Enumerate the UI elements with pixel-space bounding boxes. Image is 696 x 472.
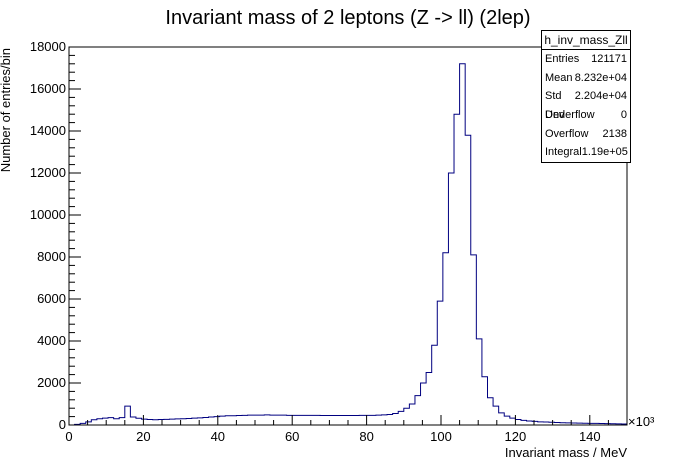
stats-value: 0 bbox=[620, 109, 627, 122]
histogram-line bbox=[69, 63, 628, 426]
y-tick-label: 14000 bbox=[30, 123, 66, 138]
stats-label: Integral bbox=[545, 146, 582, 159]
stats-label: Overflow bbox=[545, 127, 589, 140]
x-tick-label: 40 bbox=[211, 429, 225, 444]
stats-label: Underflow bbox=[545, 109, 595, 122]
y-tick-label: 16000 bbox=[30, 81, 66, 96]
stats-row-mean: Mean 8.232e+04 bbox=[542, 69, 630, 88]
plot-area: 0 20 40 60 80 100 120 140 0 2000 4000 6000 8000 10000… bbox=[30, 39, 628, 444]
x-tick-label: 80 bbox=[359, 429, 373, 444]
y-tick-label: 4000 bbox=[37, 333, 66, 348]
y-tick-label: 12000 bbox=[30, 165, 66, 180]
x-axis-multiplier: ×10³ bbox=[628, 414, 655, 429]
x-tick-label: 20 bbox=[136, 429, 150, 444]
x-tick-label: 0 bbox=[65, 429, 72, 444]
stats-row-integral: Integral 1.19e+05 bbox=[542, 143, 630, 162]
x-tick-label: 100 bbox=[430, 429, 452, 444]
x-tick-label: 120 bbox=[505, 429, 527, 444]
stats-row-std-dev: Std Dev 2.204e+04 bbox=[542, 87, 630, 122]
y-tick-label: 2000 bbox=[37, 375, 66, 390]
stats-label: Mean bbox=[545, 71, 573, 84]
chart-title: Invariant mass of 2 leptons (Z -> ll) (2… bbox=[165, 7, 530, 29]
stats-value: 2138 bbox=[602, 127, 627, 140]
stats-row-underflow: Underflow 0 bbox=[542, 106, 630, 125]
x-tick-label: 140 bbox=[579, 429, 601, 444]
x-tick-label: 60 bbox=[285, 429, 299, 444]
y-tick-label: 0 bbox=[59, 417, 66, 432]
y-axis-title: Number of entries/bin bbox=[0, 48, 13, 172]
stats-value: 1.19e+05 bbox=[581, 146, 628, 159]
stats-row-entries: Entries 121171 bbox=[542, 50, 630, 69]
x-axis-title: Invariant mass / MeV bbox=[505, 445, 627, 460]
y-tick-label: 8000 bbox=[37, 249, 66, 264]
stats-value: 2.204e+04 bbox=[574, 90, 627, 103]
stats-row-overflow: Overflow 2138 bbox=[542, 125, 630, 144]
stats-value: 121171 bbox=[591, 53, 627, 65]
y-tick-label: 18000 bbox=[30, 39, 66, 54]
y-tick-label: 10000 bbox=[30, 207, 66, 222]
y-tick-label: 6000 bbox=[37, 291, 66, 306]
stats-box: h_inv_mass_Zll Entries 121171 Mean 8.232… bbox=[541, 30, 631, 164]
stats-label: Entries bbox=[545, 53, 580, 65]
stats-label: Std Dev bbox=[545, 90, 565, 122]
stats-value: 8.232e+04 bbox=[574, 71, 627, 84]
stats-box-title: h_inv_mass_Zll bbox=[542, 31, 630, 50]
